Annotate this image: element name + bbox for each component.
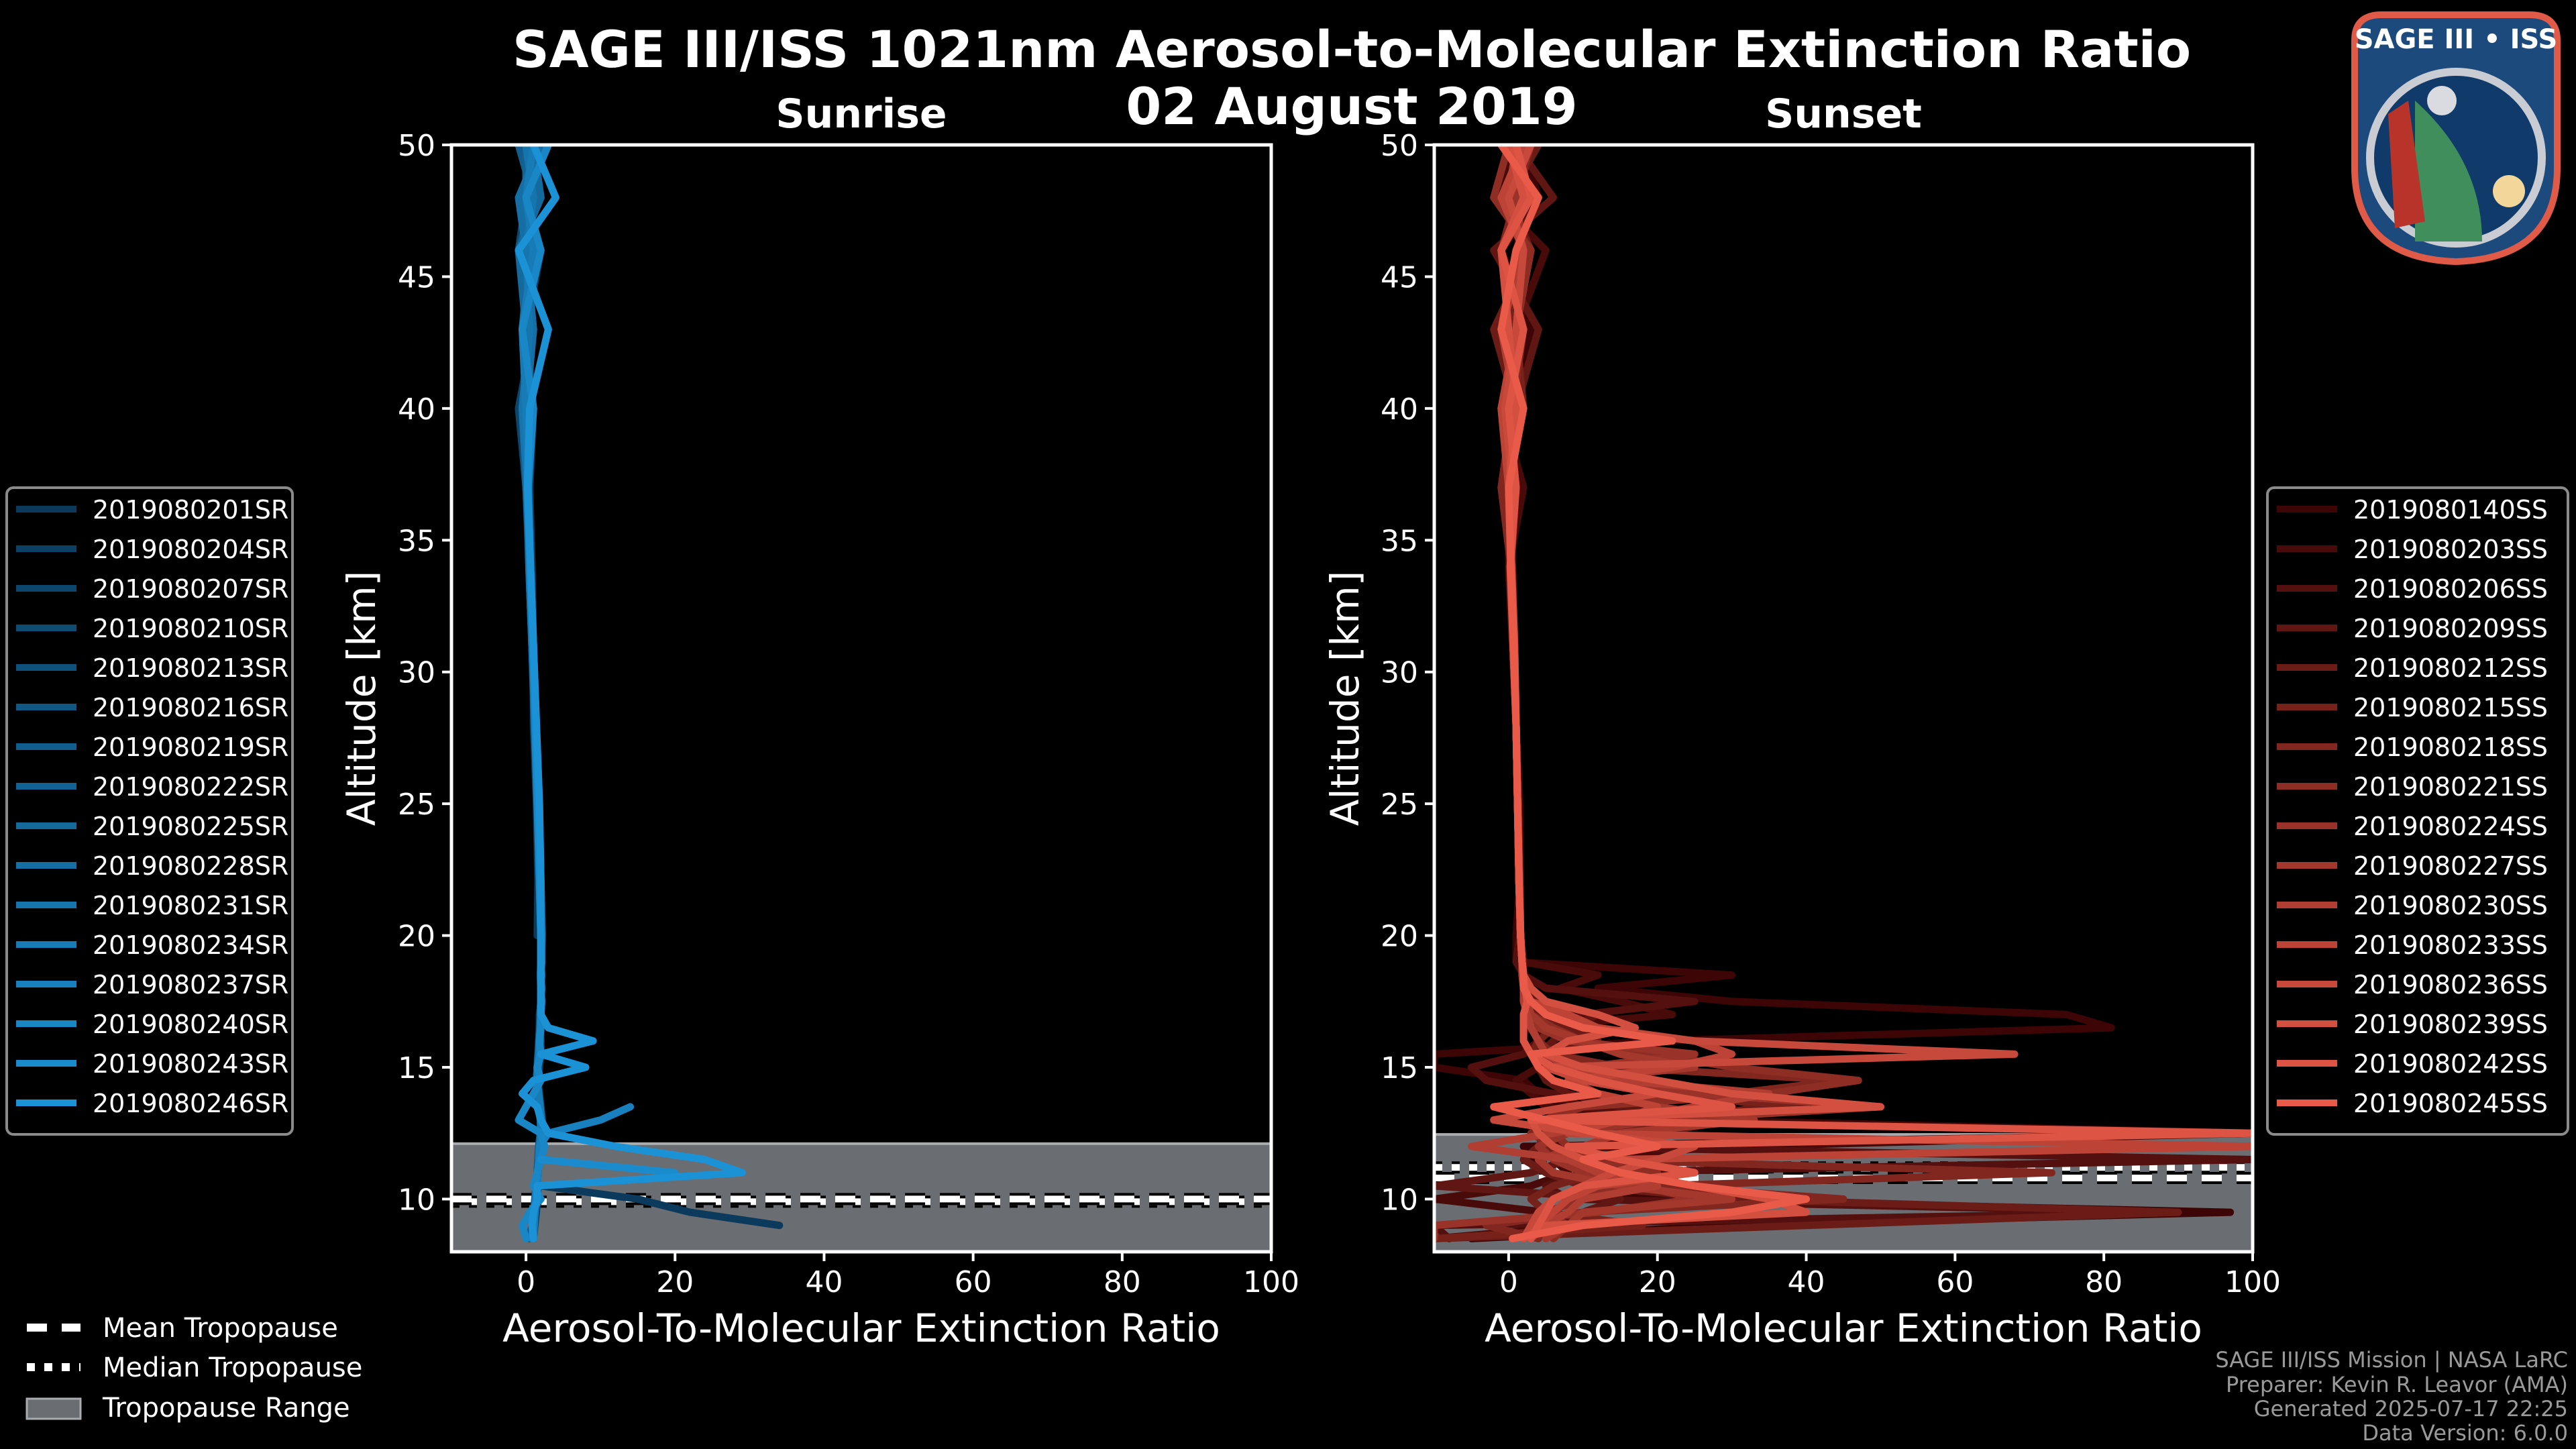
legend-label-2019080216SR: 2019080216SR <box>93 693 288 722</box>
y-tick-label: 15 <box>1381 1051 1418 1085</box>
x-tick-label: 80 <box>2085 1265 2123 1299</box>
legend-label-2019080239SS: 2019080239SS <box>2353 1010 2548 1039</box>
tropopause-legend: Mean Tropopause Median Tropopause Tropop… <box>25 1313 362 1424</box>
y-tick-label: 50 <box>1381 129 1418 163</box>
mean-tropopause-label: Mean Tropopause <box>103 1313 338 1344</box>
x-tick-label: 100 <box>2224 1265 2281 1299</box>
legend-label-2019080204SR: 2019080204SR <box>93 535 288 564</box>
sunset-x-axis-label: Aerosol-To-Molecular Extinction Ratio <box>1485 1305 2202 1351</box>
y-tick-label: 20 <box>398 920 435 954</box>
y-tick-label: 30 <box>1381 656 1418 690</box>
sunrise-y-axis-label: Altitude [km] <box>339 571 384 826</box>
x-tick-label: 0 <box>517 1265 535 1299</box>
y-tick-label: 20 <box>1381 920 1418 954</box>
legend-label-2019080237SR: 2019080237SR <box>93 970 288 1000</box>
legend-label-2019080207SR: 2019080207SR <box>93 574 288 604</box>
legend-label-2019080242SS: 2019080242SS <box>2353 1049 2548 1079</box>
tropopause-range-label: Tropopause Range <box>102 1393 350 1424</box>
credit-generated: Generated 2025-07-17 22:25 <box>2254 1396 2568 1421</box>
sunset-legend-box <box>2266 486 2569 1136</box>
sunset-panel-title: Sunset <box>1765 91 1922 138</box>
y-tick-label: 25 <box>1381 788 1418 822</box>
y-tick-label: 45 <box>398 260 435 294</box>
x-tick-label: 20 <box>656 1265 694 1299</box>
sunrise-panel: Sunrise 2019080201SR 2019080204SR 201908020… <box>5 91 1299 1351</box>
credit-preparer: Preparer: Kevin R. Leavor (AMA) <box>2226 1372 2568 1397</box>
legend-label-2019080201SR: 2019080201SR <box>93 495 288 525</box>
legend-label-2019080227SS: 2019080227SS <box>2353 851 2548 881</box>
credits: SAGE III/ISS Mission | NASA LaRC Prepare… <box>2215 1347 2568 1446</box>
sunrise-panel-title: Sunrise <box>775 91 947 138</box>
legend-label-2019080218SS: 2019080218SS <box>2353 733 2548 762</box>
credit-mission: SAGE III/ISS Mission | NASA LaRC <box>2215 1347 2568 1373</box>
sunset-y-axis-label: Altitude [km] <box>1322 571 1368 826</box>
legend-label-2019080245SS: 2019080245SS <box>2353 1089 2548 1118</box>
legend-label-2019080221SS: 2019080221SS <box>2353 772 2548 802</box>
legend-label-2019080243SR: 2019080243SR <box>93 1049 288 1079</box>
legend-label-2019080233SS: 2019080233SS <box>2353 930 2548 960</box>
legend-label-2019080140SS: 2019080140SS <box>2353 495 2548 525</box>
legend-label-2019080228SR: 2019080228SR <box>93 851 288 881</box>
legend-label-2019080203SS: 2019080203SS <box>2353 535 2548 564</box>
x-tick-label: 80 <box>1104 1265 1141 1299</box>
y-tick-label: 15 <box>398 1051 435 1085</box>
y-tick-label: 35 <box>1381 524 1418 558</box>
sunrise-profiles <box>451 145 1271 1242</box>
y-tick-label: 50 <box>398 129 435 163</box>
credit-version: Data Version: 6.0.0 <box>2362 1420 2568 1446</box>
legend-label-2019080222SR: 2019080222SR <box>93 772 288 802</box>
legend-label-2019080246SR: 2019080246SR <box>93 1089 288 1118</box>
x-tick-label: 100 <box>1243 1265 1299 1299</box>
x-tick-label: 40 <box>1788 1265 1825 1299</box>
legend-label-2019080234SR: 2019080234SR <box>93 930 288 960</box>
sunset-profiles <box>1434 145 2253 1242</box>
x-tick-label: 40 <box>805 1265 843 1299</box>
logo-text: SAGE III • ISS <box>2355 24 2558 55</box>
sage-iii-iss-logo: SAGE III • ISS <box>2351 11 2561 266</box>
median-tropopause-label: Median Tropopause <box>103 1352 362 1383</box>
y-tick-label: 40 <box>1381 392 1418 427</box>
profile-2019080245SS <box>1490 145 1810 1242</box>
y-tick-label: 30 <box>398 656 435 690</box>
legend-label-2019080230SS: 2019080230SS <box>2353 891 2548 920</box>
sunrise-axes-frame <box>449 143 1273 1254</box>
sunset-panel: Sunset 2019080140SS 2019080203SS 2019080206… <box>1322 91 2569 1351</box>
legend-label-2019080231SR: 2019080231SR <box>93 891 288 920</box>
profile-2019080243SR <box>537 1156 679 1177</box>
legend-label-2019080206SS: 2019080206SS <box>2353 574 2548 604</box>
x-tick-label: 60 <box>955 1265 992 1299</box>
y-tick-label: 45 <box>1381 260 1418 294</box>
y-tick-label: 35 <box>398 524 435 558</box>
x-tick-label: 0 <box>1499 1265 1518 1299</box>
figure-date: 02 August 2019 <box>1126 76 1577 136</box>
legend-label-2019080224SS: 2019080224SS <box>2353 812 2548 841</box>
y-tick-label: 40 <box>398 392 435 427</box>
legend-label-2019080236SS: 2019080236SS <box>2353 970 2548 1000</box>
sunset-axes-frame <box>1432 143 2255 1254</box>
legend-label-2019080213SR: 2019080213SR <box>93 653 288 683</box>
legend-label-2019080212SS: 2019080212SS <box>2353 653 2548 683</box>
profile-2019080246SR <box>515 145 746 1242</box>
y-tick-label: 25 <box>398 788 435 822</box>
sunrise-legend-box <box>5 486 294 1136</box>
tropopause-range-swatch <box>25 1397 82 1420</box>
y-tick-label: 10 <box>398 1183 435 1217</box>
legend-label-2019080240SR: 2019080240SR <box>93 1010 288 1039</box>
legend-label-2019080219SR: 2019080219SR <box>93 733 288 762</box>
legend-label-2019080225SR: 2019080225SR <box>93 812 288 841</box>
sunrise-x-axis-label: Aerosol-To-Molecular Extinction Ratio <box>502 1305 1220 1351</box>
legend-label-2019080215SS: 2019080215SS <box>2353 693 2548 722</box>
x-tick-label: 60 <box>1936 1265 1974 1299</box>
figure-title: SAGE III/ISS 1021nm Aerosol-to-Molecular… <box>513 19 2191 79</box>
y-tick-label: 10 <box>1381 1183 1418 1217</box>
legend-label-2019080210SR: 2019080210SR <box>93 614 288 643</box>
x-tick-label: 20 <box>1639 1265 1676 1299</box>
legend-label-2019080209SS: 2019080209SS <box>2353 614 2548 643</box>
